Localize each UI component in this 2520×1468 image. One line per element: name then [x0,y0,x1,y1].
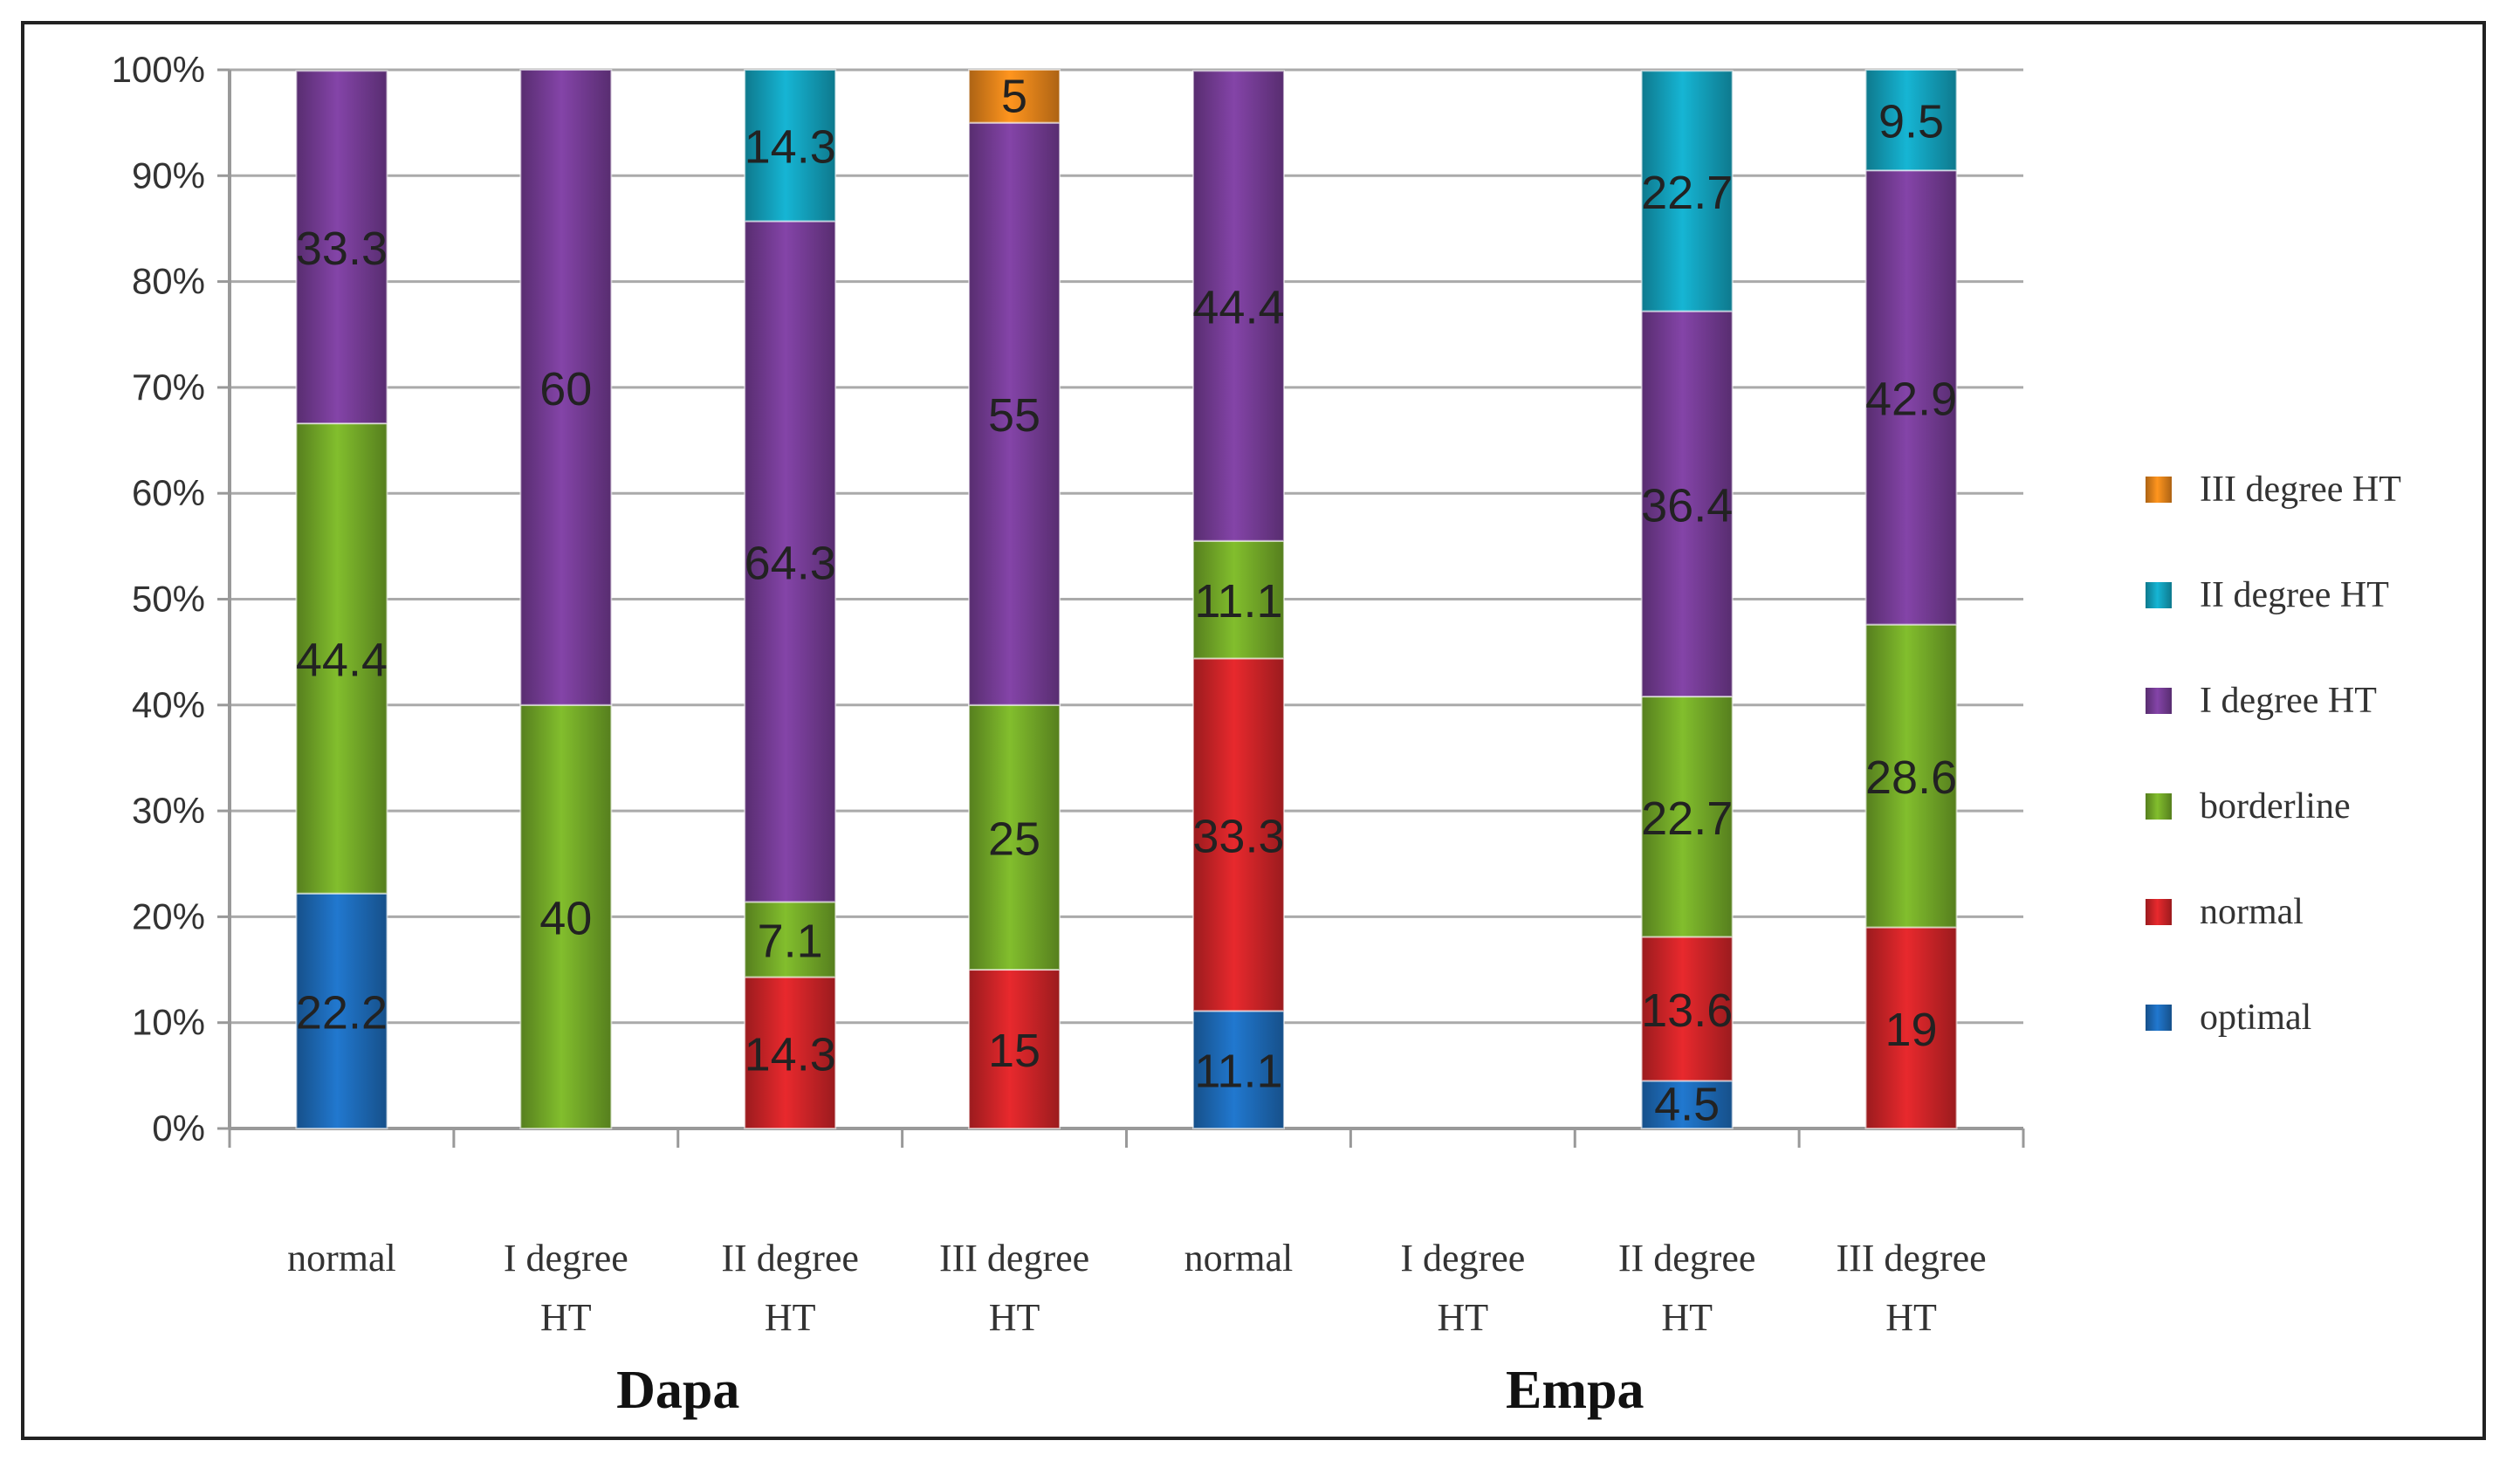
bar-segment [295,70,388,425]
x-category-label: I degree [504,1237,628,1279]
data-label: 22.7 [1641,167,1733,219]
data-label: 11.1 [1194,1046,1282,1098]
x-category-label: normal [287,1237,396,1279]
x-category-label: normal [1184,1237,1294,1279]
figure-frame: 0% 10% 20% 30% 40% 50% 60% 70% 80% 90% 100% 22.2 44.… [21,21,2486,1440]
data-label: 15 [988,1025,1040,1077]
bar-segment [295,422,388,895]
group-label: Empa [1506,1361,1644,1420]
data-label: 33.3 [296,223,388,275]
data-label: 64.3 [745,537,836,589]
y-tick-label: 90% [132,154,205,196]
x-category-label: HT [1661,1296,1713,1339]
y-tick-label: 80% [132,261,205,302]
data-label: 22.2 [296,986,388,1039]
y-tick-label: 100% [112,49,205,90]
data-label: 13.6 [1641,984,1733,1037]
legend-label: II degree HT [2200,575,2389,615]
y-tick-label: 20% [132,895,205,936]
data-label: 5 [1001,70,1027,122]
data-label: 60 [539,363,592,415]
bar-segment [744,901,837,978]
legend-label: I degree HT [2200,681,2377,721]
group-label: Dapa [616,1361,739,1420]
data-label: 40 [539,892,592,944]
bar-segment [968,703,1061,971]
bar-segment [519,69,613,706]
bar-segment [1640,936,1734,1082]
data-label: 42.9 [1865,373,1957,425]
data-label: 7.1 [758,915,823,967]
data-label: 11.1 [1194,575,1282,628]
bar-segment [1864,623,1958,929]
legend-swatch [2146,899,2172,925]
x-category-label: II degree [721,1237,859,1279]
legend-label: normal [2200,892,2304,932]
y-tick-label: 40% [132,684,205,725]
data-label: 55 [988,389,1040,442]
data-label: 22.7 [1641,792,1733,845]
y-tick-label: 70% [132,367,205,408]
stacked-bar-chart: 0% 10% 20% 30% 40% 50% 60% 70% 80% 90% 100% 22.2 44.… [112,49,2401,1420]
x-category-label: I degree [1400,1237,1525,1279]
data-label: 36.4 [1641,479,1733,532]
x-category-label: HT [989,1296,1040,1339]
legend-swatch [2146,688,2172,714]
bar-segment [1191,70,1285,542]
bar-segment [1864,169,1958,626]
legend-swatch [2146,793,2172,820]
bar-segment [744,976,837,1130]
bar-segment [1191,657,1285,1012]
bar-segment [1640,70,1734,312]
data-label: 44.4 [296,634,388,686]
legend-swatch [2146,582,2172,608]
y-tick-label: 60% [132,472,205,513]
y-tick-label: 0% [152,1108,205,1149]
bar-segment [519,703,613,1129]
data-label: 14.3 [745,121,836,174]
data-label: 9.5 [1878,96,1944,148]
bar-segment [968,969,1061,1130]
bar-segment [1191,539,1285,660]
x-category-label: HT [765,1296,816,1339]
bar-segment [295,892,388,1129]
data-label: 44.4 [1192,281,1284,333]
x-category-label: II degree [1618,1237,1756,1279]
bar-segment [1640,696,1734,938]
bar-segment [744,220,837,903]
x-category-label: HT [540,1296,592,1339]
y-tick-label: 50% [132,579,205,620]
legend-label: optimal [2200,998,2311,1038]
data-label: 25 [988,813,1040,865]
legend-swatch [2146,1005,2172,1031]
legend-swatch [2146,477,2172,503]
data-label: 28.6 [1865,751,1957,804]
legend-label: III degree HT [2200,470,2401,510]
bar-segment [1191,1010,1285,1130]
data-label: 33.3 [1192,810,1284,862]
x-category-label: HT [1437,1296,1488,1339]
y-tick-label: 10% [132,1002,205,1043]
legend-label: borderline [2200,786,2351,827]
data-label: 19 [1885,1004,1938,1056]
data-label: 4.5 [1654,1079,1720,1131]
bar-segment [1864,69,1958,172]
bar-segment [744,69,837,223]
y-tick-label: 30% [132,790,205,831]
x-category-label: III degree [1836,1237,1986,1279]
bar-segment [1864,926,1958,1130]
data-label: 14.3 [745,1028,836,1080]
x-category-label: III degree [939,1237,1089,1279]
bar-segment [968,69,1061,124]
x-category-label: HT [1885,1296,1937,1339]
